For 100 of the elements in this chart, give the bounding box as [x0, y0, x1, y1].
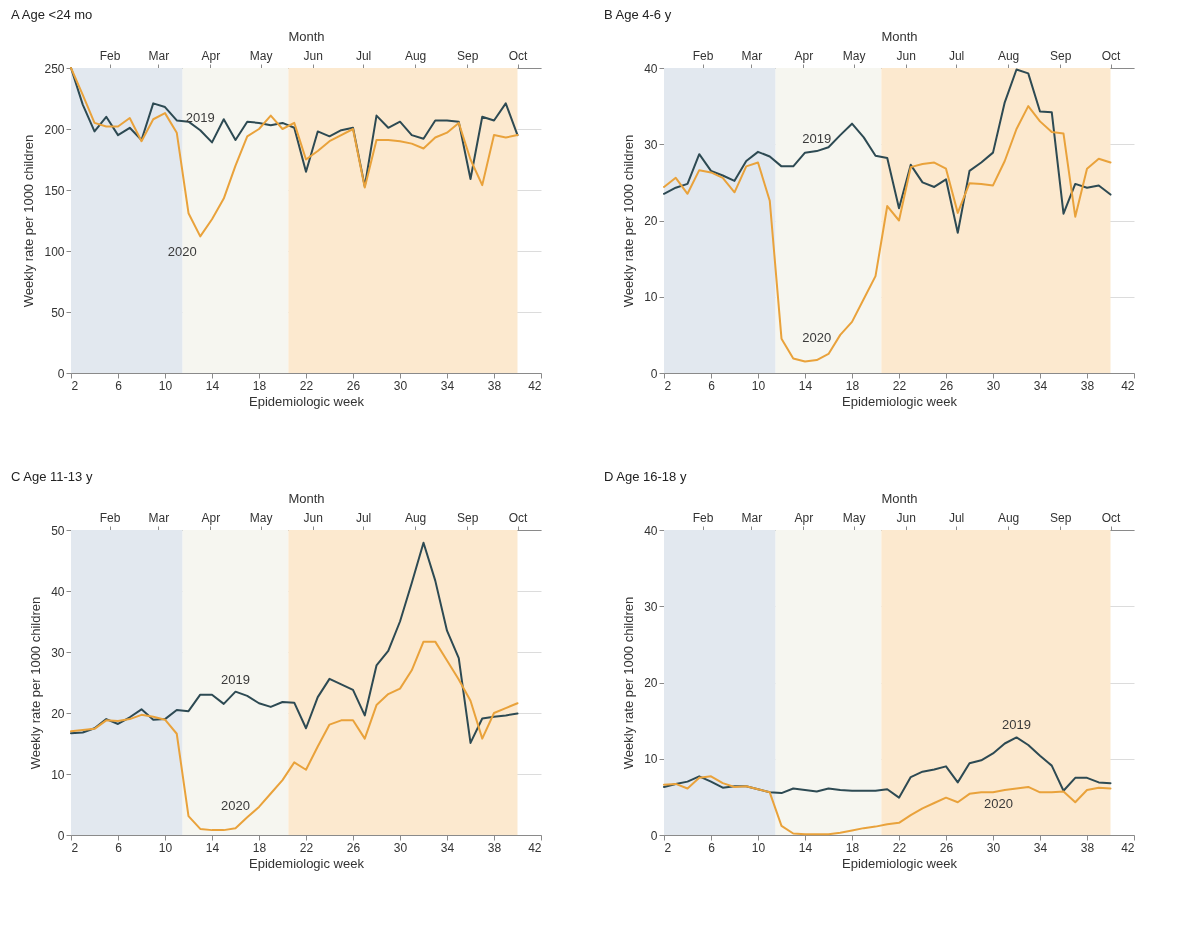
x2-tick-label: Oct: [1101, 48, 1121, 63]
chart-title: C Age 11-13 y: [11, 469, 93, 484]
x-tick-label: 34: [440, 378, 455, 393]
x2-tick-label: Jun: [896, 510, 916, 525]
x-tick-label: 38: [1080, 378, 1095, 393]
x-tick-label: 22: [299, 378, 314, 393]
x2-tick-label: Jul: [355, 510, 372, 525]
x-tick-label: 2: [664, 840, 672, 855]
x2-tick-label: Oct: [508, 48, 528, 63]
x-tick-label: 22: [892, 840, 907, 855]
y-tick-label: 150: [44, 183, 65, 198]
x-tick-label: 30: [986, 378, 1001, 393]
x2-tick-label: Oct: [508, 510, 528, 525]
x2-tick-label: Jul: [948, 510, 965, 525]
x-tick-label: 22: [299, 840, 314, 855]
y-tick-label: 30: [51, 645, 65, 660]
x-tick-label: 14: [798, 378, 813, 393]
x-tick-label: 10: [751, 840, 766, 855]
x2-tick-label: Jul: [355, 48, 372, 63]
y-tick-label: 0: [57, 366, 65, 381]
series-label: 2020: [167, 244, 197, 260]
y-tick-label: 0: [650, 828, 658, 843]
x-tick-label: 30: [393, 840, 408, 855]
x-tick-label: 18: [845, 378, 860, 393]
x2-tick-label: Sep: [1049, 48, 1072, 63]
line-series: [663, 736, 1112, 799]
x-tick-label: 26: [346, 840, 361, 855]
y-tick-label: 30: [644, 599, 658, 614]
x2-tick-label: Aug: [997, 48, 1020, 63]
y-tick-label: 40: [644, 61, 658, 76]
y-tick-label: 100: [44, 244, 65, 259]
y-tick-label: 0: [57, 828, 65, 843]
series-label: 2019: [802, 131, 832, 147]
x2-tick-label: Oct: [1101, 510, 1121, 525]
y-axis-title: Weekly rate per 1000 children: [28, 596, 44, 770]
x2-axis-title: Month: [288, 28, 325, 44]
x-tick-label: 26: [939, 378, 954, 393]
x-axis-title: Epidemiologic week: [249, 855, 365, 871]
x-tick-label: 14: [798, 840, 813, 855]
x-tick-label: 38: [487, 840, 502, 855]
x-axis-title: Epidemiologic week: [842, 855, 958, 871]
x-tick-label: 34: [440, 840, 455, 855]
x2-tick-label: Aug: [997, 510, 1020, 525]
chart-title: D Age 16-18 y: [604, 469, 687, 484]
series-label: 2020: [802, 330, 832, 346]
x-axis-title: Epidemiologic week: [842, 393, 958, 409]
y-tick-label: 20: [644, 676, 658, 690]
x2-tick-label: Apr: [201, 510, 221, 525]
x2-tick-label: Apr: [794, 510, 814, 525]
x-tick-label: 6: [115, 840, 123, 855]
chart-title: B Age 4-6 y: [604, 7, 672, 22]
x-tick-label: 26: [346, 378, 361, 393]
x2-tick-label: Mar: [741, 48, 763, 63]
series-label: 2020: [984, 796, 1013, 812]
x-tick-label: 2: [71, 840, 79, 855]
x-tick-label: 2: [71, 378, 79, 393]
series-label: 2020: [221, 798, 250, 814]
x-tick-label: 34: [1033, 378, 1048, 393]
x2-tick-label: May: [249, 48, 273, 63]
x2-axis-title: Month: [881, 490, 918, 506]
x2-tick-label: Jun: [303, 510, 323, 525]
x2-tick-label: Feb: [692, 510, 714, 525]
x-tick-label: 42: [528, 378, 542, 393]
x-tick-label: 10: [158, 840, 173, 855]
x-tick-label: 10: [751, 378, 766, 393]
x2-tick-label: Mar: [148, 48, 170, 63]
x2-tick-label: May: [842, 48, 866, 63]
y-tick-label: 20: [644, 214, 658, 228]
x2-tick-label: Sep: [456, 48, 479, 63]
x-tick-label: 18: [252, 378, 267, 393]
y-axis-title: Weekly rate per 1000 children: [21, 134, 37, 308]
y-tick-label: 20: [51, 706, 65, 721]
y-tick-label: 40: [644, 523, 658, 538]
x-tick-label: 34: [1033, 840, 1048, 855]
x-tick-label: 6: [708, 378, 716, 393]
x2-tick-label: Sep: [1049, 510, 1072, 525]
x2-tick-label: May: [842, 510, 866, 525]
line-series: [70, 640, 519, 832]
y-axis-title: Weekly rate per 1000 children: [621, 134, 637, 308]
series-label: 2019: [185, 110, 215, 126]
x2-tick-label: Jul: [948, 48, 965, 63]
y-tick-label: 30: [644, 137, 658, 152]
x-tick-label: 2: [664, 378, 672, 393]
y-tick-label: 250: [44, 61, 65, 76]
x-tick-label: 18: [252, 840, 267, 855]
x2-tick-label: Aug: [404, 510, 427, 525]
line-series: [663, 68, 1112, 234]
x2-tick-label: Jun: [896, 48, 916, 63]
x-tick-label: 38: [487, 378, 502, 393]
x2-tick-label: Feb: [99, 510, 121, 525]
y-tick-label: 10: [51, 767, 65, 782]
x2-tick-label: Feb: [99, 48, 121, 63]
y-tick-label: 40: [51, 584, 65, 599]
x2-tick-label: Sep: [456, 510, 479, 525]
x2-tick-label: Aug: [404, 48, 427, 63]
x-tick-label: 30: [986, 840, 1001, 855]
chart-title: A Age <24 mo: [11, 7, 93, 22]
x2-axis-title: Month: [288, 490, 325, 506]
line-series: [70, 541, 519, 744]
y-axis-title: Weekly rate per 1000 children: [621, 596, 637, 770]
